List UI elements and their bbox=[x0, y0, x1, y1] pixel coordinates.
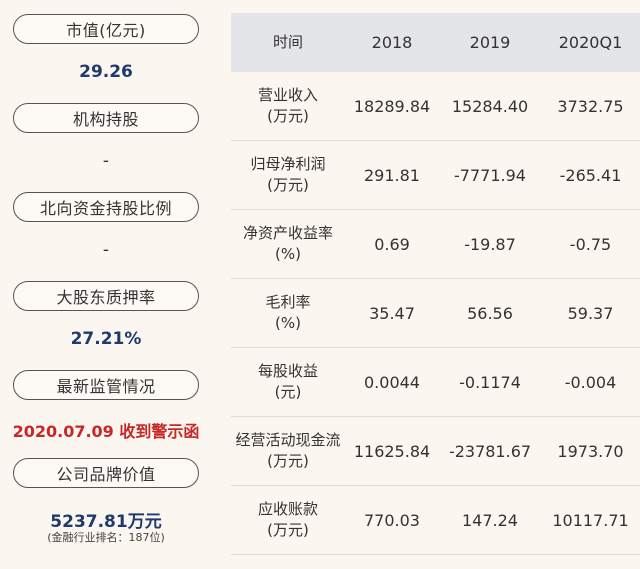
cell-value: -19.87 bbox=[464, 234, 516, 254]
cell-value: -0.75 bbox=[569, 234, 612, 254]
metrics-panel: 市值(亿元) 29.26 机构持股 - 北向资金持股比例 - 大股东质押率 27… bbox=[0, 0, 220, 569]
row-label: 应收账款 (万元) bbox=[231, 499, 345, 541]
cell-value: -23781.67 bbox=[448, 441, 532, 461]
row-label-name: 每股收益 bbox=[257, 362, 318, 380]
northbound-ratio-label: 北向资金持股比例 bbox=[13, 192, 199, 222]
cell-value: 15284.40 bbox=[451, 96, 529, 116]
row-label-name: 归母净利润 bbox=[250, 155, 326, 173]
brand-rank-note: (金融行业排名：187位) bbox=[47, 531, 165, 544]
brand-value-value: 5237.81万元 bbox=[50, 512, 162, 532]
cell-value: -7771.94 bbox=[454, 165, 526, 185]
row-label: 营业收入 (万元) bbox=[231, 85, 345, 127]
cell-value: 3732.75 bbox=[557, 96, 624, 116]
header-2018: 2018 bbox=[371, 33, 413, 52]
cell-value: 0.0044 bbox=[364, 372, 420, 392]
cell-value: 10117.71 bbox=[552, 510, 629, 530]
row-label-unit: (万元) bbox=[267, 107, 309, 125]
row-label: 经营活动现金流 (万元) bbox=[231, 430, 345, 472]
institutional-holding-label: 机构持股 bbox=[13, 103, 199, 133]
header-time: 时间 bbox=[272, 33, 303, 51]
cell-value: 18289.84 bbox=[353, 96, 431, 116]
institutional-holding-value: - bbox=[102, 151, 110, 171]
row-label-name: 净资产收益率 bbox=[242, 224, 333, 242]
market-cap-label: 市值(亿元) bbox=[13, 14, 199, 44]
row-label-name: 营业收入 bbox=[257, 86, 318, 104]
brand-value-label: 公司品牌价值 bbox=[13, 458, 199, 488]
table-row: 净资产收益率 (%) 0.69 -19.87 -0.75 bbox=[231, 210, 640, 279]
table-row: 营业收入 (万元) 18289.84 15284.40 3732.75 bbox=[231, 72, 640, 141]
cell-value: 770.03 bbox=[364, 510, 420, 530]
row-label-unit: (万元) bbox=[267, 176, 309, 194]
row-label-unit: (元) bbox=[274, 383, 302, 401]
row-label-unit: (万元) bbox=[267, 521, 309, 539]
row-label-name: 毛利率 bbox=[265, 293, 311, 311]
pledge-ratio-label: 大股东质押率 bbox=[13, 281, 199, 311]
header-2019: 2019 bbox=[469, 33, 511, 52]
regulatory-status-label: 最新监管情况 bbox=[13, 370, 199, 400]
cell-value: 0.69 bbox=[374, 234, 410, 254]
table-header: 时间 2018 2019 2020Q1 bbox=[231, 13, 640, 72]
table-row: 每股收益 (元) 0.0044 -0.1174 -0.004 bbox=[231, 348, 640, 417]
table-row: 归母净利润 (万元) 291.81 -7771.94 -265.41 bbox=[231, 141, 640, 210]
row-label: 每股收益 (元) bbox=[231, 361, 345, 403]
cell-value: 1973.70 bbox=[557, 441, 624, 461]
market-cap-value: 29.26 bbox=[79, 62, 133, 82]
row-label: 净资产收益率 (%) bbox=[231, 223, 345, 265]
table-row: 毛利率 (%) 35.47 56.56 59.37 bbox=[231, 279, 640, 348]
cell-value: 56.56 bbox=[467, 303, 513, 323]
row-label-name: 经营活动现金流 bbox=[235, 431, 341, 449]
cell-value: 291.81 bbox=[364, 165, 420, 185]
row-label-unit: (%) bbox=[275, 245, 301, 263]
cell-value: 35.47 bbox=[369, 303, 415, 323]
regulatory-status-value: 2020.07.09 收到警示函 bbox=[12, 422, 200, 441]
row-label-unit: (%) bbox=[275, 314, 301, 332]
financial-table: 时间 2018 2019 2020Q1 营业收入 (万元) 18289.84 1528… bbox=[231, 13, 640, 555]
pledge-ratio-value: 27.21% bbox=[70, 329, 142, 349]
cell-value: 11625.84 bbox=[353, 441, 431, 461]
table-row: 应收账款 (万元) 770.03 147.24 10117.71 bbox=[231, 486, 640, 555]
cell-value: -0.1174 bbox=[459, 372, 521, 392]
cell-value: 59.37 bbox=[567, 303, 614, 323]
cell-value: -265.41 bbox=[559, 165, 622, 185]
row-label-name: 应收账款 bbox=[257, 500, 318, 518]
table-body: 营业收入 (万元) 18289.84 15284.40 3732.75 归母净利润 (万元)… bbox=[231, 72, 640, 555]
cell-value: -0.004 bbox=[564, 372, 617, 392]
table-row: 经营活动现金流 (万元) 11625.84 -23781.67 1973.70 bbox=[231, 417, 640, 486]
row-label: 毛利率 (%) bbox=[231, 292, 345, 334]
row-label: 归母净利润 (万元) bbox=[231, 154, 345, 196]
northbound-ratio-value: - bbox=[102, 240, 110, 260]
row-label-unit: (万元) bbox=[267, 452, 309, 470]
header-2020q1: 2020Q1 bbox=[558, 33, 623, 52]
cell-value: 147.24 bbox=[462, 510, 518, 530]
